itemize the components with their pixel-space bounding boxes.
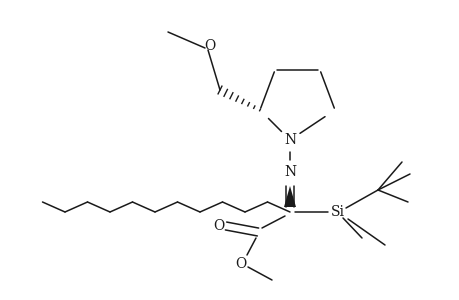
Text: O: O (235, 257, 246, 271)
Polygon shape (283, 186, 295, 207)
Text: N: N (283, 165, 296, 179)
Text: Si: Si (330, 205, 344, 219)
Text: N: N (283, 133, 296, 147)
Text: O: O (213, 219, 224, 233)
Text: O: O (204, 39, 215, 53)
